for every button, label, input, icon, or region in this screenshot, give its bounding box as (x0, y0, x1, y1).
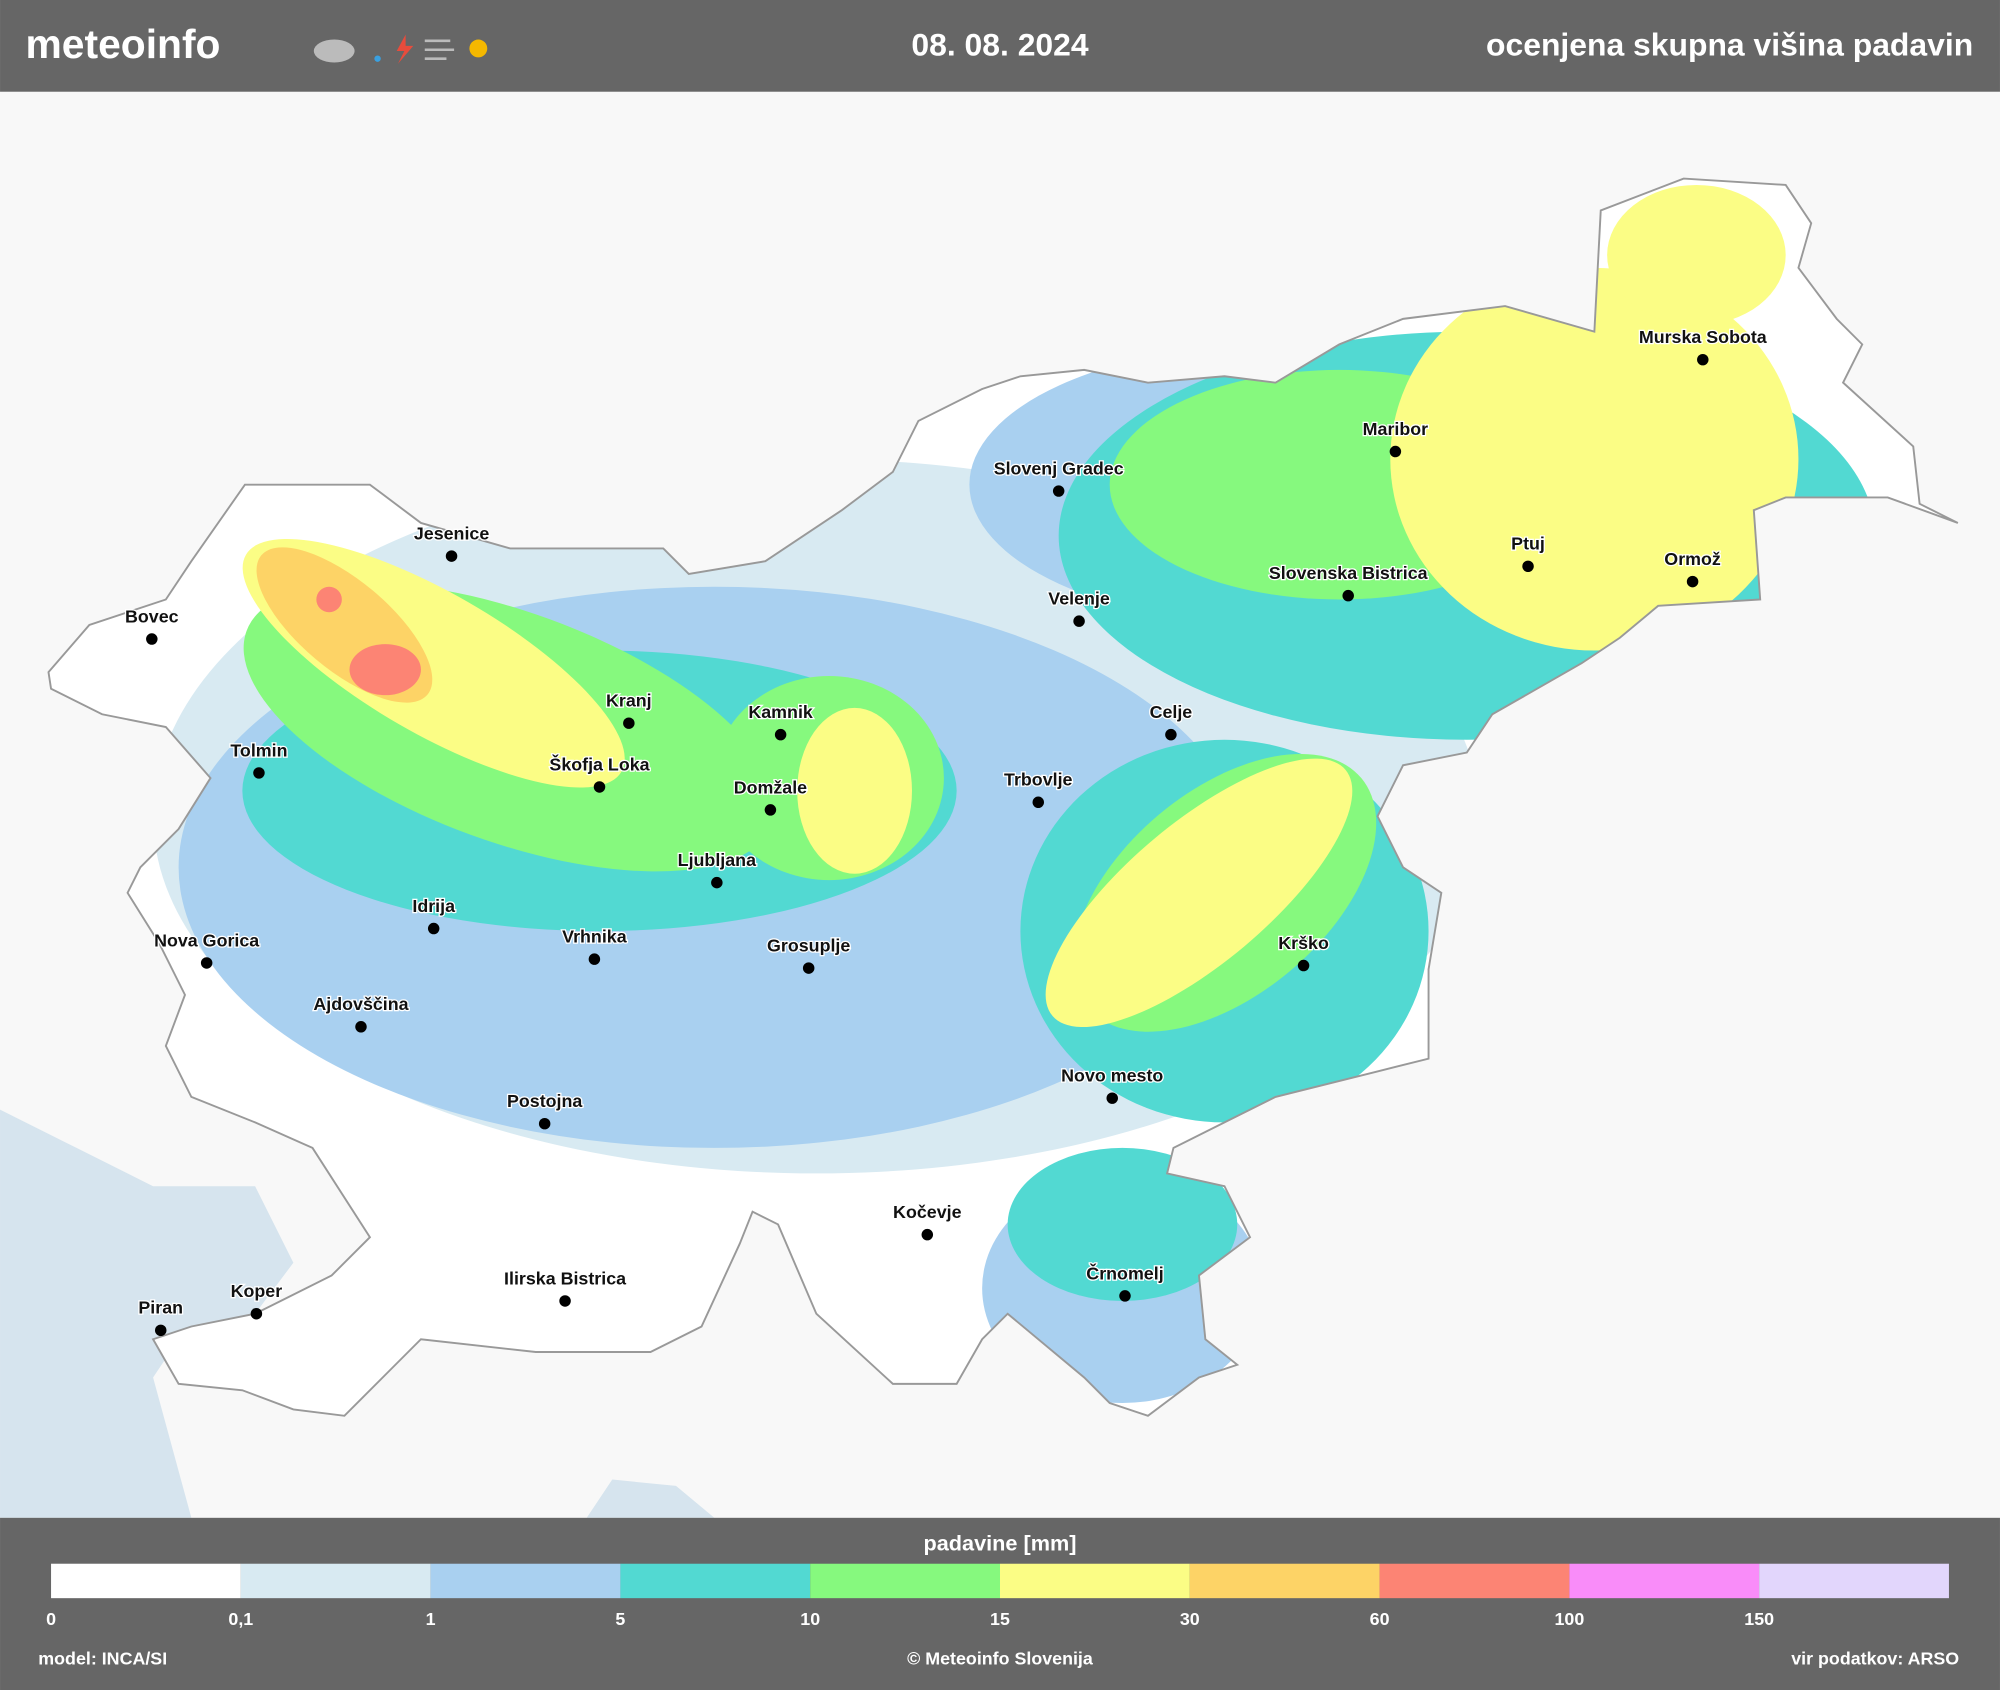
legend: 0 0,1 1 5 10 15 30 60 100 150 (46, 1563, 1949, 1629)
city-dot (1297, 959, 1310, 972)
city-label: Ptuj (1511, 534, 1545, 554)
legend-label: 60 (1370, 1609, 1390, 1629)
city-label: Piran (138, 1298, 183, 1318)
city-dot (559, 1295, 571, 1307)
city-label: Slovenj Gradec (994, 458, 1124, 478)
legend-label: 10 (800, 1609, 820, 1629)
city-label: Postojna (507, 1091, 583, 1111)
legend-swatch (430, 1563, 621, 1599)
city-dot (764, 804, 777, 816)
source: vir podatkov: ARSO (1791, 1648, 1959, 1668)
legend-swatch (1000, 1563, 1190, 1599)
legend-label: 1 (426, 1609, 436, 1629)
city-label: Črnomelj (1086, 1262, 1163, 1283)
city-dot (1119, 1290, 1131, 1302)
city-label: Ormož (1664, 549, 1721, 569)
legend-swatch (51, 1563, 241, 1599)
city-label: Maribor (1363, 419, 1428, 439)
legend-swatch (1759, 1563, 1949, 1599)
city-label: Velenje (1048, 589, 1110, 609)
city-label: Kranj (606, 691, 652, 711)
legend-label: 15 (990, 1609, 1010, 1629)
city-dot (1032, 796, 1045, 809)
city-dot (802, 962, 815, 974)
city-dot (774, 728, 787, 741)
city-label: Celje (1150, 702, 1193, 722)
city-dot (711, 876, 723, 889)
city-dot (1165, 728, 1177, 741)
legend-label: 150 (1744, 1609, 1774, 1629)
city-dot (1389, 445, 1402, 458)
legend-label: 100 (1554, 1609, 1584, 1629)
city-dot (445, 550, 458, 562)
city-dot (588, 953, 601, 965)
legend-label: 5 (615, 1609, 625, 1629)
city-label: Bovec (125, 606, 179, 626)
city-dot (250, 1307, 263, 1320)
city-dot (146, 633, 158, 645)
city-label: Domžale (734, 777, 807, 797)
city-label: Tolmin (230, 740, 287, 760)
sea (586, 1479, 715, 1518)
brand: meteoinfo (26, 21, 221, 67)
city-dot (1106, 1092, 1118, 1104)
legend-swatch (240, 1563, 431, 1599)
city-label: Ljubljana (678, 850, 757, 870)
city-label: Škofja Loka (549, 753, 650, 774)
city-label: Trbovlje (1004, 770, 1072, 790)
city-dot (623, 717, 635, 729)
city-label: Grosuplje (767, 936, 850, 956)
city-dot (1686, 575, 1699, 588)
city-dot (921, 1228, 934, 1241)
city-label: Koper (231, 1281, 283, 1301)
city-dot (155, 1324, 167, 1337)
legend-swatch (1569, 1563, 1760, 1599)
city-label: Ajdovščina (313, 994, 409, 1014)
city-dot (1052, 485, 1065, 497)
city-dot (253, 767, 265, 779)
legend-title: padavine [mm] (924, 1530, 1077, 1555)
date: 08. 08. 2024 (911, 27, 1089, 63)
city-label: Slovenska Bistrica (1269, 563, 1429, 583)
legend-label: 0,1 (228, 1609, 253, 1629)
city-label: Idrija (412, 896, 456, 916)
city-label: Novo mesto (1061, 1066, 1163, 1086)
footer-bar (0, 1517, 2000, 1690)
model-note: model: INCA/SI (38, 1648, 167, 1668)
city-label: Kamnik (748, 702, 813, 722)
map-title: ocenjena skupna višina padavin (1486, 27, 1973, 63)
city-dot (1697, 353, 1709, 366)
legend-swatch (1189, 1563, 1380, 1599)
city-label: Vrhnika (562, 927, 628, 947)
legend-label: 30 (1180, 1609, 1200, 1629)
city-label: Krško (1278, 933, 1329, 953)
city-dot (200, 957, 213, 969)
city-dot (1522, 560, 1534, 573)
legend-swatch (810, 1563, 1000, 1599)
legend-swatch (620, 1563, 811, 1599)
city-dot (355, 1021, 367, 1033)
city-dot (1342, 589, 1354, 602)
weather-icons (313, 34, 488, 64)
city-label: Kočevje (893, 1202, 962, 1222)
city-label: Murska Sobota (1639, 327, 1768, 347)
legend-swatch (1379, 1563, 1570, 1599)
copyright: © Meteoinfo Slovenija (907, 1648, 1094, 1668)
city-dot (427, 922, 440, 935)
city-label: Ilirska Bistrica (504, 1268, 627, 1288)
legend-label: 0 (46, 1609, 56, 1629)
city-dot (593, 781, 606, 793)
cities: Jesenice Bovec Tolmin Kranj Kamnik Škofja Lok… (124, 326, 1769, 1337)
city-label: Jesenice (414, 524, 489, 544)
city-dot (538, 1117, 551, 1130)
city-label: Nova Gorica (154, 930, 260, 950)
city-dot (1073, 615, 1085, 627)
sea (0, 1109, 294, 1518)
